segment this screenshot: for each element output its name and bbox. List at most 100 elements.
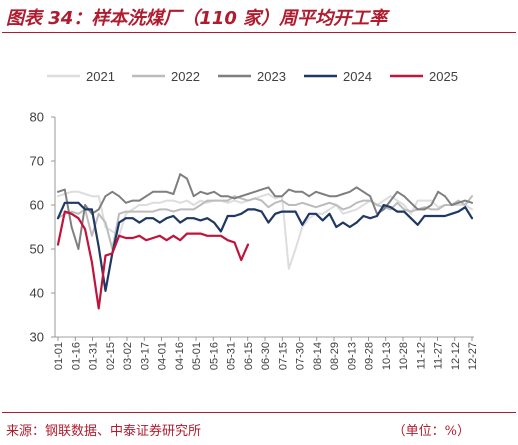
data-point-2021: [206, 201, 209, 204]
data-point-2021: [57, 195, 59, 198]
data-point-2022: [70, 210, 73, 213]
data-point-2023: [464, 199, 467, 202]
data-point-2023: [410, 201, 412, 204]
data-point-2025: [206, 234, 209, 237]
data-point-2024: [410, 217, 412, 220]
data-point-2024: [233, 215, 236, 217]
data-point-2022: [444, 204, 446, 206]
legend-label-2022: 2022: [171, 69, 200, 84]
x-tick-label: 12-27: [467, 342, 479, 370]
data-point-2024: [247, 208, 249, 211]
data-point-2021: [430, 199, 433, 202]
data-point-2021: [355, 208, 358, 211]
data-point-2023: [342, 193, 344, 195]
data-point-2021: [416, 199, 419, 202]
data-point-2024: [369, 217, 372, 220]
data-point-2022: [104, 221, 107, 224]
x-tick-label: 08-14: [312, 342, 324, 370]
data-point-2021: [389, 195, 392, 198]
legend-label-2023: 2023: [257, 69, 286, 84]
data-point-2024: [213, 221, 216, 224]
x-tick-label: 03-17: [139, 342, 151, 370]
data-point-2023: [165, 190, 168, 193]
data-point-2021: [301, 226, 304, 228]
y-tick-label: 80: [30, 110, 44, 125]
data-point-2025: [186, 232, 188, 235]
data-point-2023: [152, 190, 154, 193]
data-point-2024: [186, 217, 188, 220]
data-point-2023: [471, 201, 473, 204]
data-point-2021: [308, 217, 310, 220]
data-point-2023: [226, 195, 229, 198]
data-point-2023: [260, 188, 263, 191]
data-point-2023: [199, 190, 202, 193]
data-point-2022: [355, 201, 358, 204]
data-point-2022: [369, 199, 372, 202]
data-point-2021: [274, 197, 277, 200]
x-tick-label: 08-29: [329, 342, 341, 370]
series-line-2023: [57, 173, 473, 250]
data-point-2021: [70, 190, 73, 193]
data-point-2021: [410, 212, 412, 215]
data-point-2025: [138, 234, 141, 237]
data-point-2022: [281, 199, 283, 202]
x-tick-label: 01-16: [70, 342, 82, 370]
data-point-2025: [145, 239, 148, 242]
data-point-2022: [220, 199, 222, 202]
data-point-2023: [138, 199, 141, 202]
data-point-2021: [172, 199, 175, 202]
source-divider: [2, 412, 516, 413]
data-point-2021: [348, 210, 351, 213]
data-point-2024: [294, 210, 297, 213]
data-point-2022: [131, 210, 134, 213]
data-point-2024: [63, 201, 66, 204]
data-point-2022: [410, 210, 412, 213]
data-point-2025: [247, 243, 249, 246]
series-line-2022: [57, 195, 473, 250]
data-point-2021: [165, 199, 168, 202]
data-point-2024: [145, 217, 148, 220]
title-divider: [2, 32, 516, 33]
data-point-2023: [396, 190, 399, 193]
data-point-2024: [57, 217, 59, 220]
data-point-2025: [125, 237, 127, 239]
unit-note: （单位：%）: [392, 424, 470, 439]
data-point-2023: [104, 195, 107, 198]
data-point-2023: [369, 195, 372, 198]
data-point-2021: [382, 199, 385, 202]
data-point-2024: [355, 221, 358, 224]
x-tick-label: 02-15: [105, 342, 117, 370]
data-point-2024: [308, 212, 310, 215]
data-point-2022: [172, 210, 175, 213]
data-point-2023: [267, 186, 270, 189]
data-point-2024: [362, 215, 365, 217]
data-point-2023: [430, 204, 433, 206]
data-point-2021: [471, 208, 473, 211]
data-point-2023: [294, 190, 297, 193]
data-point-2024: [348, 226, 351, 228]
data-point-2021: [328, 208, 331, 211]
data-point-2022: [165, 208, 168, 211]
data-point-2023: [362, 190, 365, 193]
data-point-2023: [111, 190, 114, 193]
data-point-2021: [192, 204, 195, 206]
data-point-2021: [97, 195, 100, 198]
data-point-2022: [138, 210, 141, 213]
y-tick-label: 60: [30, 198, 44, 213]
data-point-2024: [179, 221, 182, 224]
x-tick-label: 05-31: [226, 342, 238, 370]
data-point-2024: [77, 201, 80, 204]
data-point-2022: [287, 204, 290, 206]
data-point-2021: [287, 267, 290, 270]
data-point-2021: [77, 190, 80, 193]
data-point-2022: [389, 208, 392, 211]
data-point-2025: [240, 259, 243, 261]
data-point-2025: [233, 241, 236, 244]
data-point-2022: [247, 199, 249, 202]
x-tick-label: 11-12: [415, 342, 427, 369]
data-point-2022: [348, 206, 351, 209]
data-point-2022: [396, 201, 399, 204]
data-point-2024: [464, 206, 467, 209]
data-point-2025: [172, 234, 175, 237]
data-point-2025: [104, 254, 107, 257]
